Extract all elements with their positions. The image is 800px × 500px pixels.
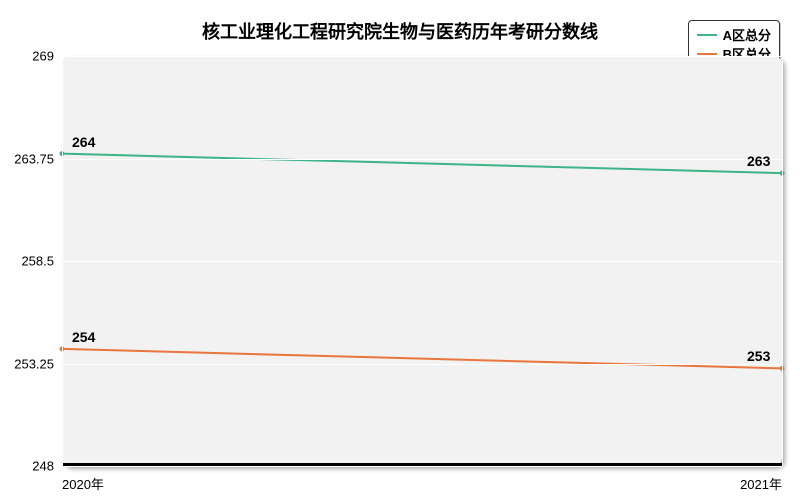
data-label: 263 bbox=[747, 153, 770, 169]
legend-swatch-b bbox=[697, 53, 717, 55]
gridline-h bbox=[62, 261, 782, 262]
chart-title: 核工业理化工程研究院生物与医药历年考研分数线 bbox=[202, 18, 598, 44]
plot-area: 248253.25258.5263.752692020年2021年2642632… bbox=[62, 56, 782, 466]
xtick-label: 2020年 bbox=[62, 466, 104, 493]
gridline-h bbox=[62, 56, 782, 57]
series-line bbox=[62, 154, 782, 174]
gridline-h bbox=[62, 466, 782, 467]
data-label: 254 bbox=[72, 329, 95, 345]
data-label: 253 bbox=[747, 348, 770, 364]
chart-container: 核工业理化工程研究院生物与医药历年考研分数线 A区总分 B区总分 248253.… bbox=[0, 0, 800, 500]
ytick-label: 263.75 bbox=[14, 151, 62, 166]
gridline-v bbox=[782, 56, 783, 466]
legend-item-a: A区总分 bbox=[697, 25, 771, 44]
ytick-label: 248 bbox=[32, 459, 62, 474]
ytick-label: 258.5 bbox=[21, 254, 62, 269]
gridline-h bbox=[62, 364, 782, 365]
gridline-v bbox=[62, 56, 63, 466]
gridline-h bbox=[62, 159, 782, 160]
series-line bbox=[62, 349, 782, 369]
legend-label-a: A区总分 bbox=[723, 25, 771, 44]
legend-swatch-a bbox=[697, 34, 717, 36]
data-label: 264 bbox=[72, 134, 95, 150]
ytick-label: 269 bbox=[32, 49, 62, 64]
xtick-label: 2021年 bbox=[740, 466, 782, 493]
ytick-label: 253.25 bbox=[14, 356, 62, 371]
